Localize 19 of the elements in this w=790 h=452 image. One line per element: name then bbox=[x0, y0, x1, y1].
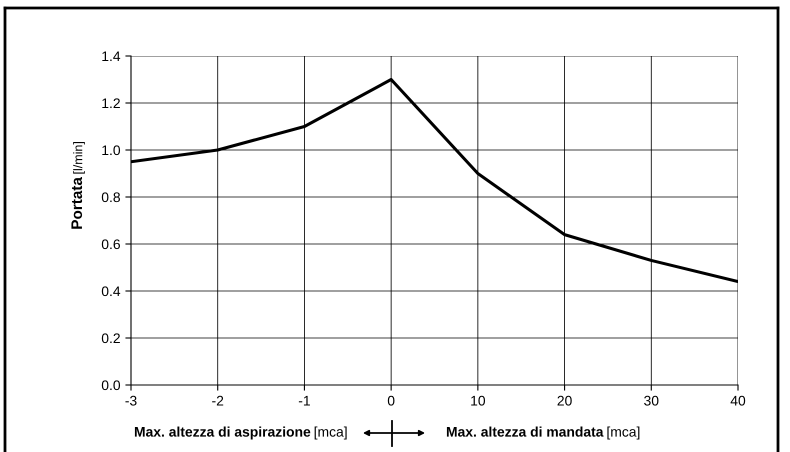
x-tick-label: 30 bbox=[644, 396, 658, 406]
x-tick-label: 10 bbox=[471, 396, 486, 406]
y-tick-label: 0.2 bbox=[102, 333, 120, 344]
y-tick-label: 1.4 bbox=[102, 51, 120, 62]
y-axis-title: Portata [l/min] bbox=[71, 142, 85, 229]
y-tick-label: 1.0 bbox=[102, 145, 120, 156]
x-tick-label: 40 bbox=[730, 396, 746, 406]
text: Max. altezza di mandata [mca] bbox=[446, 426, 640, 440]
x-tick-label: 0 bbox=[388, 396, 394, 406]
x-tick-label: -1 bbox=[298, 396, 310, 406]
y-tick-label: 0.4 bbox=[102, 286, 120, 296]
x-tick-label: -2 bbox=[212, 396, 224, 406]
y-tick-label: 0.0 bbox=[102, 380, 120, 390]
y-tick-label: 0.8 bbox=[102, 192, 120, 202]
x-tick-label: -3 bbox=[125, 396, 137, 406]
x-tick-label: 20 bbox=[558, 396, 572, 406]
text: Max. altezza di aspirazione [mca] bbox=[134, 426, 347, 440]
y-tick-label: 1.2 bbox=[102, 98, 120, 108]
y-tick-label: 0.6 bbox=[102, 239, 120, 250]
